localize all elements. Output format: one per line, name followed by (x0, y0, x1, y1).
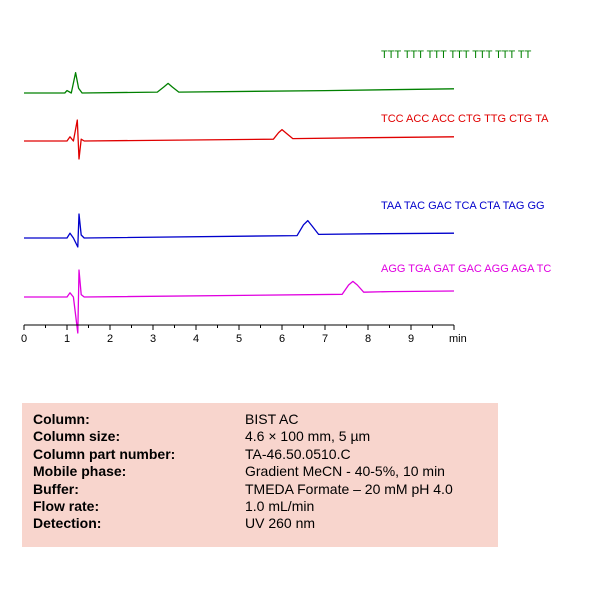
info-value: Gradient MeCN - 40-5%, 10 min (245, 463, 445, 480)
info-row-flow-rate: Flow rate: 1.0 mL/min (33, 498, 498, 515)
x-tick-label: 0 (21, 333, 27, 345)
info-row-column-size: Column size: 4.6 × 100 mm, 5 µm (33, 428, 498, 445)
x-tick-label: 4 (193, 333, 199, 345)
info-row-part-number: Column part number: TA-46.50.0510.C (33, 446, 498, 463)
series-labels: TTT TTT TTT TTT TTT TTT TT TCC ACC ACC CT… (381, 49, 551, 275)
info-row-mobile-phase: Mobile phase: Gradient MeCN - 40-5%, 10 … (33, 463, 498, 480)
info-value: 1.0 mL/min (245, 497, 315, 514)
x-tick-label: 2 (107, 333, 113, 345)
info-label: Detection: (33, 515, 102, 532)
info-value: TA-46.50.0510.C (245, 445, 351, 462)
x-axis-unit-label: min (449, 333, 467, 345)
info-label: Column part number: (33, 445, 176, 462)
series-line (24, 269, 455, 334)
x-tick-label: 1 (64, 333, 70, 345)
series-label: TCC ACC ACC CTG TTG CTG TA (381, 113, 549, 125)
series-label: TAA TAC GAC TCA CTA TAG GG (381, 200, 545, 212)
x-tick-label: 9 (408, 333, 414, 345)
info-label: Mobile phase: (33, 463, 127, 480)
x-tick-label: 8 (365, 333, 371, 345)
chromatogram-chart: 0 1 2 3 4 5 6 7 8 9 min TTT TTT TTT TTT TTT TTT TT… (21, 49, 551, 345)
series-label: TTT TTT TTT TTT TTT TTT TT (381, 49, 532, 61)
series-line (24, 71, 455, 94)
series-label: AGG TGA GAT GAC AGG AGA TC (381, 263, 551, 275)
x-tick-label: 7 (322, 333, 328, 345)
method-info-box: Column: BIST AC Column size: 4.6 × 100 m… (22, 403, 498, 547)
series-line (24, 119, 455, 160)
x-tick-label: 3 (150, 333, 156, 345)
info-label: Column: (33, 411, 90, 427)
series-line (24, 213, 455, 248)
info-value: UV 260 nm (245, 515, 316, 532)
info-row-buffer: Buffer: TMEDA Formate – 20 mM pH 4.0 (33, 481, 498, 498)
series-layer (24, 71, 455, 334)
info-label: Flow rate: (33, 497, 100, 514)
info-label: Buffer: (33, 480, 79, 497)
x-tick-label: 6 (279, 333, 285, 345)
info-value: BIST AC (245, 411, 299, 427)
x-axis: 0 1 2 3 4 5 6 7 8 9 min (21, 324, 467, 345)
info-value: TMEDA Formate – 20 mM pH 4.0 (245, 480, 453, 497)
info-value: 4.6 × 100 mm, 5 µm (245, 428, 371, 445)
info-label: Column size: (33, 428, 121, 445)
x-tick-label: 5 (236, 333, 242, 345)
info-row-detection: Detection: UV 260 nm (33, 515, 498, 532)
info-row-column: Column: BIST AC (33, 411, 498, 428)
